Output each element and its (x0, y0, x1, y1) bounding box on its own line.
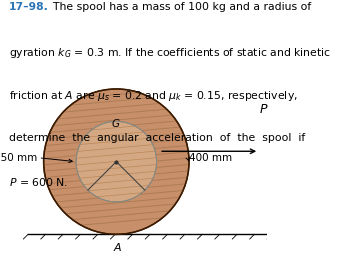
Text: G: G (111, 119, 119, 129)
Text: The spool has a mass of 100 kg and a radius of: The spool has a mass of 100 kg and a rad… (46, 2, 311, 12)
Text: friction at $A$ are $\mu_s$ = 0.2 and $\mu_k$ = 0.15, respectively,: friction at $A$ are $\mu_s$ = 0.2 and $\… (9, 89, 297, 103)
Circle shape (76, 121, 156, 202)
Circle shape (44, 89, 189, 234)
Text: 250 mm: 250 mm (0, 153, 37, 163)
Text: $P$ = 600 N.: $P$ = 600 N. (9, 176, 68, 188)
Text: determine  the  angular  acceleration  of  the  spool  if: determine the angular acceleration of th… (9, 133, 305, 143)
Text: 17–98.: 17–98. (9, 2, 48, 12)
Text: A: A (114, 243, 121, 253)
Text: 400 mm: 400 mm (189, 153, 232, 163)
Text: P: P (259, 103, 267, 116)
Text: gyration $k_G$ = 0.3 m. If the coefficients of static and kinetic: gyration $k_G$ = 0.3 m. If the coefficie… (9, 46, 330, 60)
